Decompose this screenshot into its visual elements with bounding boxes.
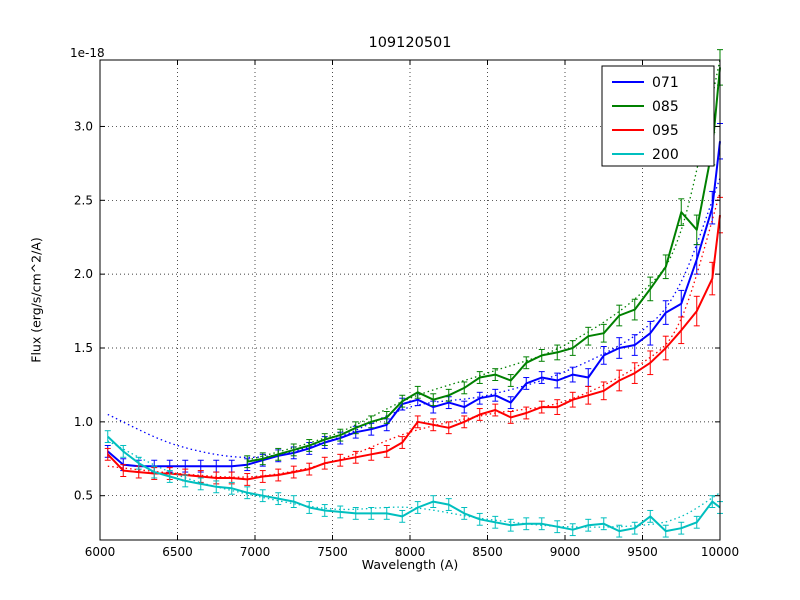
series-071-errorbars [104,123,723,473]
x-tick-label: 10000 [701,545,739,559]
y-axis-label: Flux (erg/s/cm^2/A) [28,237,44,363]
x-tick-label: 8500 [472,545,503,559]
x-tick-label: 6000 [85,545,116,559]
y-tick-label: 1.5 [74,341,93,355]
series-200 [104,430,723,538]
series-095-errorbars [104,196,723,486]
x-tick-label: 9000 [550,545,581,559]
y-axis-offset-text: 1e-18 [70,46,105,60]
series-071 [104,123,723,473]
y-tick-label: 2.0 [74,267,93,281]
y-tick-label: 3.0 [74,119,93,133]
y-tick-label: 1.0 [74,415,93,429]
x-tick-label: 7500 [317,545,348,559]
legend-label-095: 095 [652,123,679,139]
series-085-line [247,67,721,463]
legend: 071 085 095 200 [601,65,715,167]
x-tick-label: 7000 [240,545,271,559]
tick-labels: 6000 6500 7000 7500 8000 8500 9000 9500 10000 0.5… [74,119,739,559]
x-tick-label: 6500 [162,545,193,559]
x-tick-label: 8000 [395,545,426,559]
legend-label-071: 071 [652,75,679,91]
y-tick-label: 0.5 [74,489,93,503]
legend-label-200: 200 [652,147,679,163]
y-tick-label: 2.5 [74,193,93,207]
legend-label-085: 085 [652,99,679,115]
series-095-model-line [107,192,721,478]
series-095 [104,192,723,486]
chart-title: 109120501 [368,35,452,51]
x-axis-label: Wavelength (A) [361,557,459,572]
series-071-line [107,141,721,468]
series-071-model-line [107,177,721,459]
series-200-line [107,435,721,533]
series-095-line [107,214,721,481]
axis-ticks [99,60,721,540]
x-tick-label: 9500 [627,545,658,559]
